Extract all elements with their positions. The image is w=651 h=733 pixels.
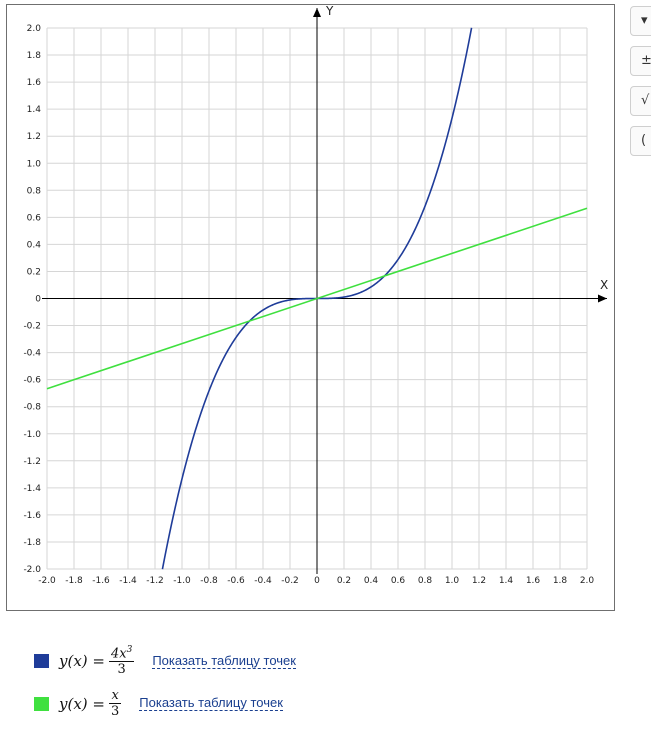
y-tick-label: 0.6	[27, 213, 42, 223]
tick-labels: -2.0 -1.8 -1.6 -1.4 -1.2 -1.0 -0.8 -0.6 -0.4 -0.2…	[23, 24, 594, 586]
x-tick-label: -2.0	[38, 576, 56, 586]
numerator-base: x	[111, 688, 119, 703]
x-tick-label: 0.4	[364, 576, 379, 586]
side-button-paren[interactable]: (	[630, 126, 651, 156]
x-tick-label: -0.2	[281, 576, 299, 586]
y-tick-label: 1.8	[27, 51, 42, 61]
x-tick-label: 1.4	[499, 576, 514, 586]
numerator-exponent: 3	[126, 645, 133, 655]
graph-frame: -2.0 -1.8 -1.6 -1.4 -1.2 -1.0 -0.8 -0.6 -0.4 -0.2…	[6, 4, 615, 611]
y-tick-label: -1.2	[23, 457, 41, 467]
x-tick-label: 0.8	[418, 576, 433, 586]
formula-fraction: x 3	[109, 688, 121, 719]
data-series	[46, 27, 588, 570]
x-tick-label: 1.8	[553, 576, 568, 586]
numerator-base: 4x	[110, 646, 127, 662]
y-tick-label: 0.8	[27, 186, 42, 196]
formula-lhs: y(x) =	[59, 652, 105, 671]
x-tick-label: -1.8	[65, 576, 83, 586]
y-axis-arrow	[313, 8, 321, 17]
y-tick-label: 1.4	[27, 105, 42, 115]
y-tick-label: -0.4	[23, 349, 41, 359]
y-tick-label: -1.8	[23, 538, 41, 548]
legend-formula-2: y(x) = x 3	[59, 688, 121, 719]
show-points-table-link[interactable]: Показать таблицу точек	[152, 652, 296, 669]
y-tick-label: -1.6	[23, 511, 41, 521]
show-points-table-link[interactable]: Показать таблицу точек	[139, 695, 283, 711]
fraction-numerator: x	[109, 688, 121, 704]
y-tick-label: -2.0	[23, 565, 41, 575]
y-tick-label: 0.4	[27, 240, 42, 250]
formula-lhs: y(x) =	[59, 694, 105, 713]
y-tick-label: -1.0	[23, 430, 41, 440]
legend-swatch-green	[34, 696, 49, 711]
x-tick-label: -1.2	[146, 576, 164, 586]
x-tick-label: 2.0	[580, 576, 595, 586]
axes	[42, 8, 607, 574]
y-tick-label: 1.2	[27, 132, 41, 142]
y-tick-label: 0.2	[27, 267, 41, 277]
fraction-denominator: 3	[110, 704, 120, 719]
x-tick-label: 1.2	[472, 576, 486, 586]
side-button-plusminus[interactable]: ±	[630, 46, 651, 76]
x-tick-label: 0	[314, 576, 320, 586]
y-tick-label: 1.0	[27, 159, 42, 169]
x-tick-label: 0.2	[337, 576, 351, 586]
x-tick-label: 0.6	[391, 576, 406, 586]
legend-item-series-1: y(x) = 4x3 3 Показать таблицу точек	[34, 645, 296, 677]
y-tick-label: 0	[35, 295, 41, 305]
side-button-sqrt[interactable]: √	[630, 86, 651, 116]
x-tick-label: -0.8	[200, 576, 218, 586]
y-tick-label: -0.2	[23, 322, 41, 332]
legend-swatch-blue	[34, 654, 49, 669]
series-line-2	[46, 207, 588, 390]
x-tick-label: -0.4	[254, 576, 272, 586]
x-tick-label: -1.0	[173, 576, 191, 586]
x-tick-label: -0.6	[227, 576, 245, 586]
x-tick-label: 1.6	[526, 576, 541, 586]
x-axis-label: X	[600, 278, 608, 292]
legend-item-series-2: y(x) = x 3 Показать таблицу точек	[34, 688, 283, 719]
formula-fraction: 4x3 3	[108, 645, 135, 678]
y-tick-label: -0.6	[23, 376, 41, 386]
y-tick-label: 1.6	[27, 78, 42, 88]
chart-plot: -2.0 -1.8 -1.6 -1.4 -1.2 -1.0 -0.8 -0.6 -0.4 -0.2…	[23, 5, 608, 586]
y-tick-label: 2.0	[27, 24, 42, 34]
y-tick-label: -1.4	[23, 484, 41, 494]
x-tick-label: -1.6	[92, 576, 110, 586]
x-tick-label: 1.0	[445, 576, 460, 586]
legend-formula-1: y(x) = 4x3 3	[59, 645, 135, 678]
x-axis-arrow	[598, 294, 607, 303]
side-button-dropdown[interactable]: ▾	[630, 6, 651, 36]
x-tick-label: -1.4	[119, 576, 137, 586]
y-tick-label: -0.8	[23, 403, 41, 413]
y-axis-label: Y	[325, 5, 334, 18]
fraction-denominator: 3	[117, 662, 126, 678]
fraction-numerator: 4x3	[108, 645, 135, 663]
